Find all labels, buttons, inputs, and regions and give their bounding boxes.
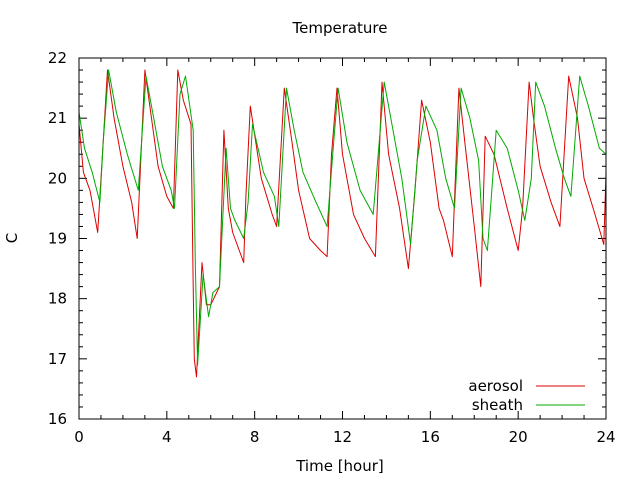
x-axis-label: Time [hour] <box>295 457 384 475</box>
x-tick-label: 20 <box>509 428 528 446</box>
series-line-aerosol <box>78 69 607 378</box>
y-tick-label: 21 <box>48 109 67 127</box>
y-tick-label: 16 <box>48 410 67 428</box>
y-tick-label: 20 <box>48 169 67 187</box>
y-axis-label: C <box>3 233 21 243</box>
x-tick-label: 16 <box>421 428 440 446</box>
x-tick-label: 8 <box>250 428 260 446</box>
legend-label-sheath: sheath <box>472 396 523 414</box>
y-tick-label: 17 <box>48 350 67 368</box>
series-lines <box>78 69 607 378</box>
y-tick-label: 19 <box>48 230 67 248</box>
series-line-sheath <box>78 69 607 366</box>
x-tick-label: 0 <box>74 428 84 446</box>
axis-ticks: 0 4 8 12 16 20 24 16 17 18 19 20 21 22 <box>48 49 616 446</box>
y-tick-label: 22 <box>48 49 67 67</box>
legend-label-aerosol: aerosol <box>468 377 523 395</box>
plot-frame <box>78 57 607 420</box>
y-tick-label: 18 <box>48 290 67 308</box>
x-tick-label: 24 <box>596 428 615 446</box>
x-tick-label: 4 <box>162 428 172 446</box>
x-tick-label: 12 <box>333 428 352 446</box>
chart-title: Temperature <box>291 19 387 37</box>
